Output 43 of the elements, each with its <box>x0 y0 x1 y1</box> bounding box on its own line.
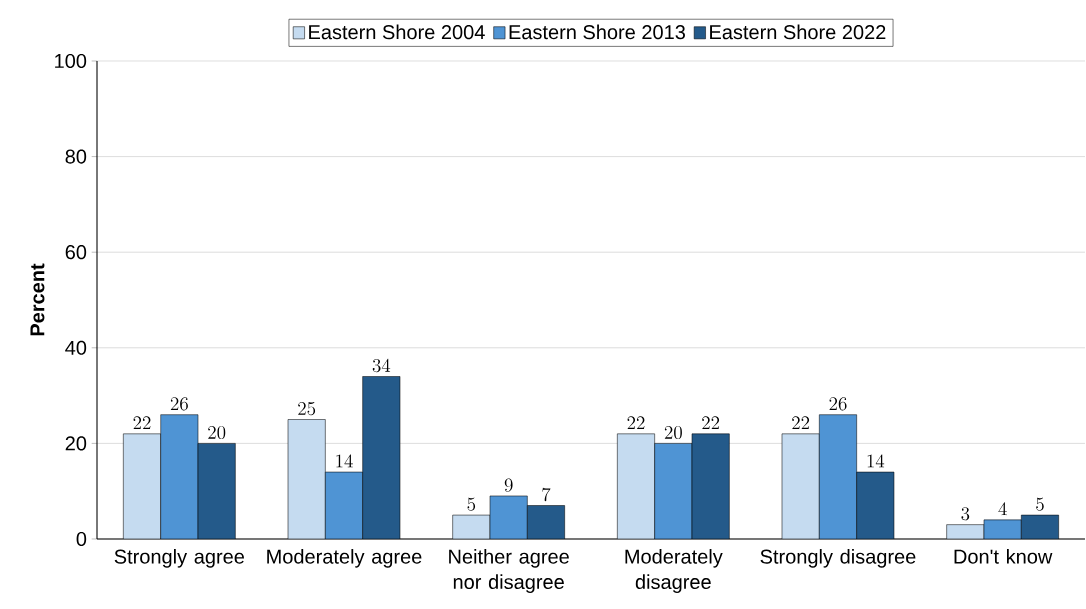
y-axis-title: Percent <box>30 263 45 336</box>
data-label: 3 <box>961 507 970 521</box>
data-label: 20 <box>208 425 226 440</box>
data-label: 9 <box>504 478 513 492</box>
bar <box>287 419 326 539</box>
legend-label: Eastern Shore 2022 <box>710 24 886 40</box>
x-tick-label: Moderately disagree <box>625 549 723 593</box>
data-label: 25 <box>298 402 316 416</box>
y-tick-label: 80 <box>65 149 87 164</box>
bar <box>654 443 693 539</box>
data-label: 7 <box>542 487 551 502</box>
data-label: 22 <box>627 416 645 430</box>
x-tick-label: Strongly agree <box>114 549 245 568</box>
data-label: 26 <box>829 397 847 411</box>
data-label: 5 <box>467 497 476 511</box>
y-tick-label: 0 <box>76 531 87 547</box>
y-tick-label: 20 <box>65 436 87 451</box>
bar <box>325 471 363 539</box>
bar <box>489 495 528 539</box>
bar <box>160 414 199 539</box>
bar <box>819 414 857 539</box>
y-tick-label: 100 <box>55 53 87 69</box>
legend-label: Eastern Shore 2004 <box>309 24 485 40</box>
bar <box>781 433 820 539</box>
bar <box>617 433 655 539</box>
data-label: 22 <box>792 416 810 430</box>
data-label: 4 <box>998 502 1007 516</box>
y-tick-label: 40 <box>65 340 87 355</box>
data-label: 26 <box>170 397 188 411</box>
data-label: 22 <box>702 416 720 430</box>
x-tick-label: Moderately agree <box>267 549 422 568</box>
x-tick-label: Neither agree nor disagree <box>449 549 569 593</box>
data-label: 14 <box>867 454 885 468</box>
data-label: 5 <box>1036 497 1044 511</box>
data-label: 20 <box>664 425 682 440</box>
x-tick-label: Strongly disagree <box>760 549 916 568</box>
y-tick-label: 60 <box>65 245 87 260</box>
x-tick-label: Don't know <box>954 549 1053 564</box>
data-label: 14 <box>336 454 353 468</box>
legend-label: Eastern Shore 2013 <box>509 24 685 40</box>
data-label: 34 <box>372 358 391 373</box>
bar <box>123 433 161 539</box>
data-label: 22 <box>133 416 151 430</box>
